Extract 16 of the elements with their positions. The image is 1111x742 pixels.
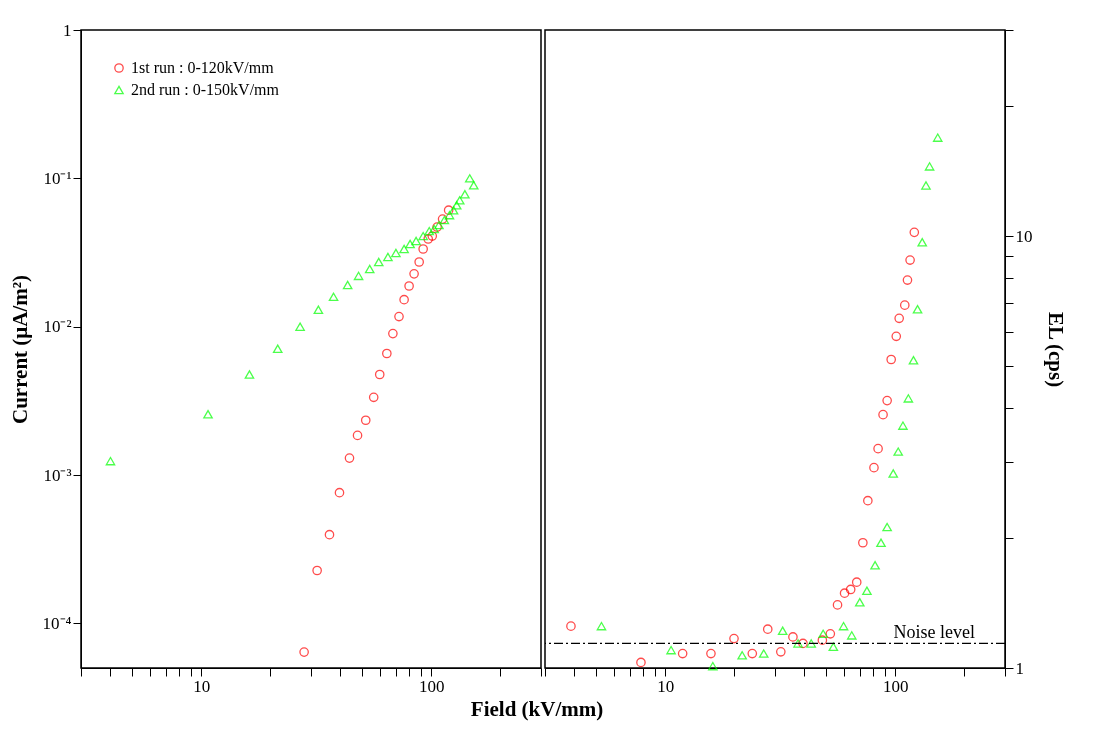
x-tick-label: 100 (419, 676, 445, 696)
y-tick-label: 10⁻² (43, 317, 72, 337)
x-tick-label: 10 (193, 676, 211, 696)
x-axis-title: Field (kV/mm) (470, 696, 604, 721)
ref-line-label: Noise level (893, 622, 975, 643)
legend-label: 1st run : 0-120kV/mm (131, 59, 275, 76)
legend-label: 2nd run : 0-150kV/mm (131, 81, 280, 98)
y-tick-label: 1 (1015, 658, 1024, 678)
x-tick-label: 100 (883, 676, 909, 696)
x-tick-label: 10 (657, 676, 675, 696)
y-axis-title: EL (cps) (1043, 311, 1068, 388)
y-tick-label: 10⁻⁴ (42, 613, 72, 633)
y-tick-label: 10⁻¹ (43, 168, 72, 188)
y-axis-title: Current (μA/m²) (7, 274, 32, 425)
y-tick-label: 10⁻³ (43, 465, 72, 485)
y-tick-label: 1 (63, 20, 72, 40)
